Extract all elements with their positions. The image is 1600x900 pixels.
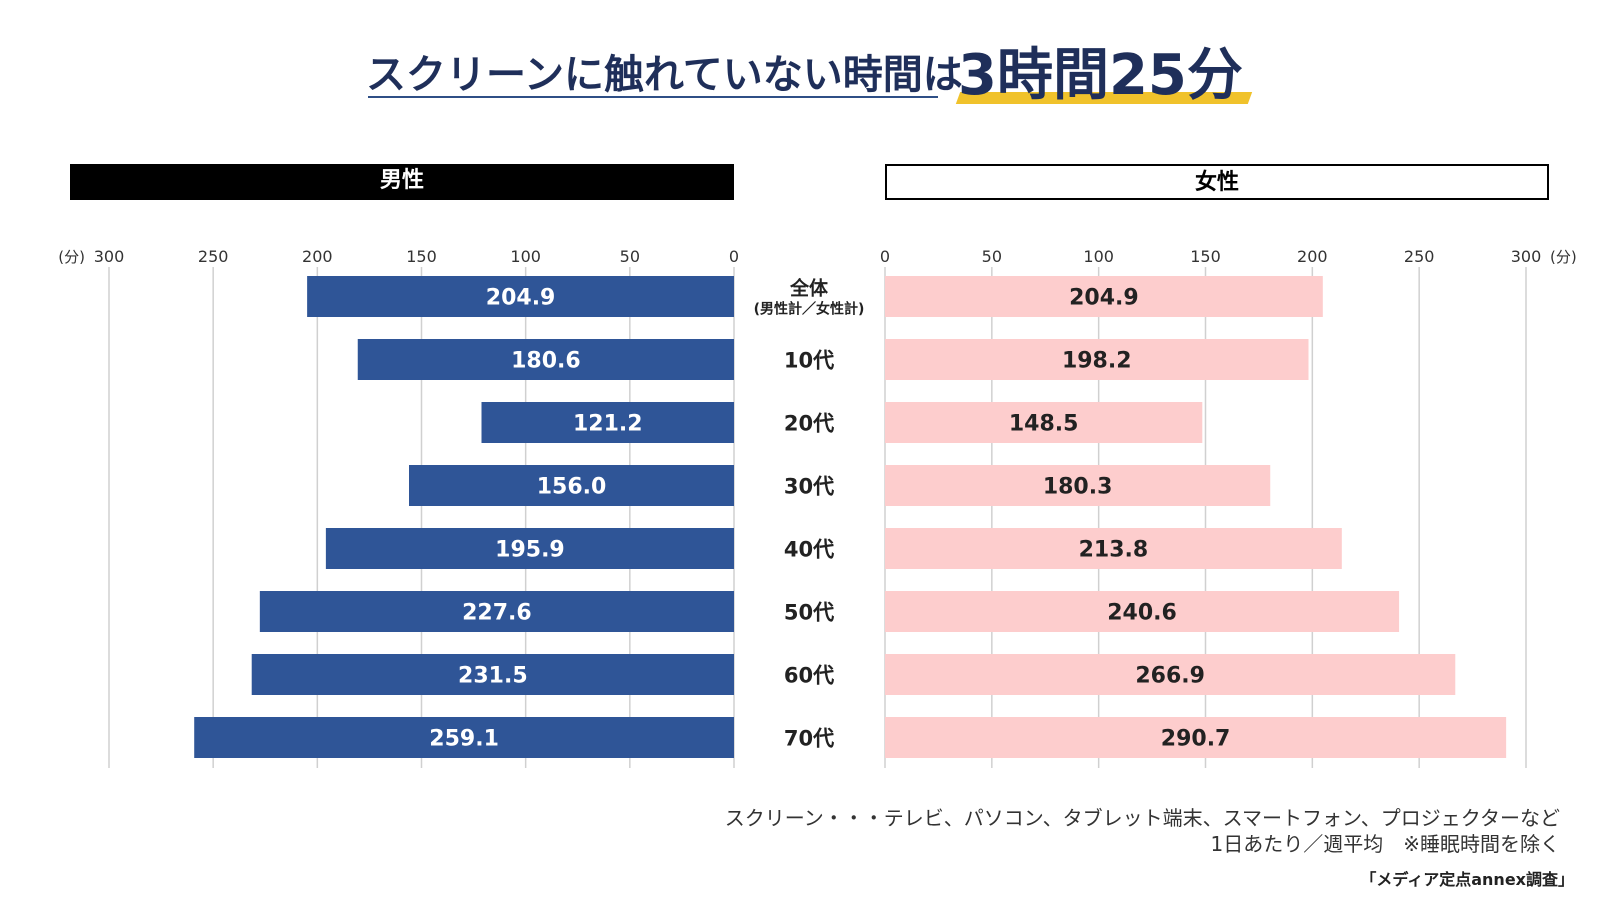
female-tick-label: 50 xyxy=(982,247,1002,266)
female-bar xyxy=(885,402,1203,443)
female-tick-label: 150 xyxy=(1190,247,1221,266)
male-bar xyxy=(307,276,734,317)
category-label: 50代 xyxy=(784,601,834,625)
male-data-label: 195.9 xyxy=(495,538,565,563)
male-bar xyxy=(251,654,735,695)
title-accent-text: 3時間25分 xyxy=(958,43,1243,108)
male-tick-label: 100 xyxy=(510,247,541,266)
female-data-label: 266.9 xyxy=(1135,664,1205,689)
category-label: 全体 xyxy=(789,277,829,300)
male-bar xyxy=(481,402,734,443)
title-underline xyxy=(368,96,938,98)
category-label: 30代 xyxy=(784,475,834,499)
male-tick-label: 150 xyxy=(406,247,437,266)
male-tick-label: 0 xyxy=(729,247,739,266)
female-data-label: 198.2 xyxy=(1062,349,1132,374)
female-bar xyxy=(885,654,1456,695)
female-bar xyxy=(885,276,1323,317)
male-bar xyxy=(259,591,734,632)
female-data-label: 180.3 xyxy=(1043,475,1113,500)
male-data-label: 156.0 xyxy=(537,475,607,500)
female-axis-unit: (分) xyxy=(1550,248,1577,266)
male-bar xyxy=(325,528,734,569)
male-data-label: 231.5 xyxy=(458,664,528,689)
category-label: 70代 xyxy=(784,727,834,751)
male-data-label: 180.6 xyxy=(511,349,581,374)
footnote-line-1: スクリーン・・・テレビ、パソコン、タブレット端末、スマートフォン、プロジェクター… xyxy=(724,806,1560,830)
male-data-label: 259.1 xyxy=(429,727,499,752)
female-data-label: 204.9 xyxy=(1069,286,1139,311)
female-bar xyxy=(885,717,1507,758)
male-bar xyxy=(194,717,735,758)
female-bar xyxy=(885,591,1400,632)
female-tick-label: 250 xyxy=(1404,247,1435,266)
male-data-label: 227.6 xyxy=(462,601,532,626)
female-data-label: 290.7 xyxy=(1161,727,1231,752)
male-data-label: 121.2 xyxy=(573,412,643,437)
female-data-label: 148.5 xyxy=(1009,412,1079,437)
female-bar xyxy=(885,528,1342,569)
category-label: 40代 xyxy=(784,538,834,562)
male-tick-label: 250 xyxy=(198,247,229,266)
category-label: 10代 xyxy=(784,349,834,373)
male-tick-label: 300 xyxy=(94,247,125,266)
male-axis-unit: (分) xyxy=(58,248,85,266)
female-tick-label: 300 xyxy=(1511,247,1542,266)
female-tick-label: 100 xyxy=(1083,247,1114,266)
male-data-label: 204.9 xyxy=(486,286,556,311)
male-bar xyxy=(357,339,734,380)
male-bar xyxy=(409,465,734,506)
female-tick-label: 0 xyxy=(880,247,890,266)
male-panel-header: 男性 xyxy=(70,164,734,200)
male-tick-label: 200 xyxy=(302,247,333,266)
title-block: スクリーンに触れていない時間は 3時間25分 xyxy=(0,30,1600,110)
footnote-line-2: 1日あたり／週平均 ※睡眠時間を除く xyxy=(1210,832,1560,856)
female-tick-label: 200 xyxy=(1297,247,1328,266)
source-credit: 「メディア定点annex調査」 xyxy=(1360,870,1574,889)
female-data-label: 213.8 xyxy=(1079,538,1149,563)
page-title: スクリーンに触れていない時間は xyxy=(366,52,963,98)
category-label: 20代 xyxy=(784,412,834,436)
category-label: 60代 xyxy=(784,664,834,688)
female-data-label: 240.6 xyxy=(1107,601,1177,626)
footnotes: スクリーン・・・テレビ、パソコン、タブレット端末、スマートフォン、プロジェクター… xyxy=(725,805,1560,857)
female-panel-header: 女性 xyxy=(885,164,1549,200)
male-tick-label: 50 xyxy=(620,247,640,266)
female-bar xyxy=(885,465,1271,506)
category-sublabel: (男性計／女性計) xyxy=(754,301,865,318)
female-bar xyxy=(885,339,1309,380)
